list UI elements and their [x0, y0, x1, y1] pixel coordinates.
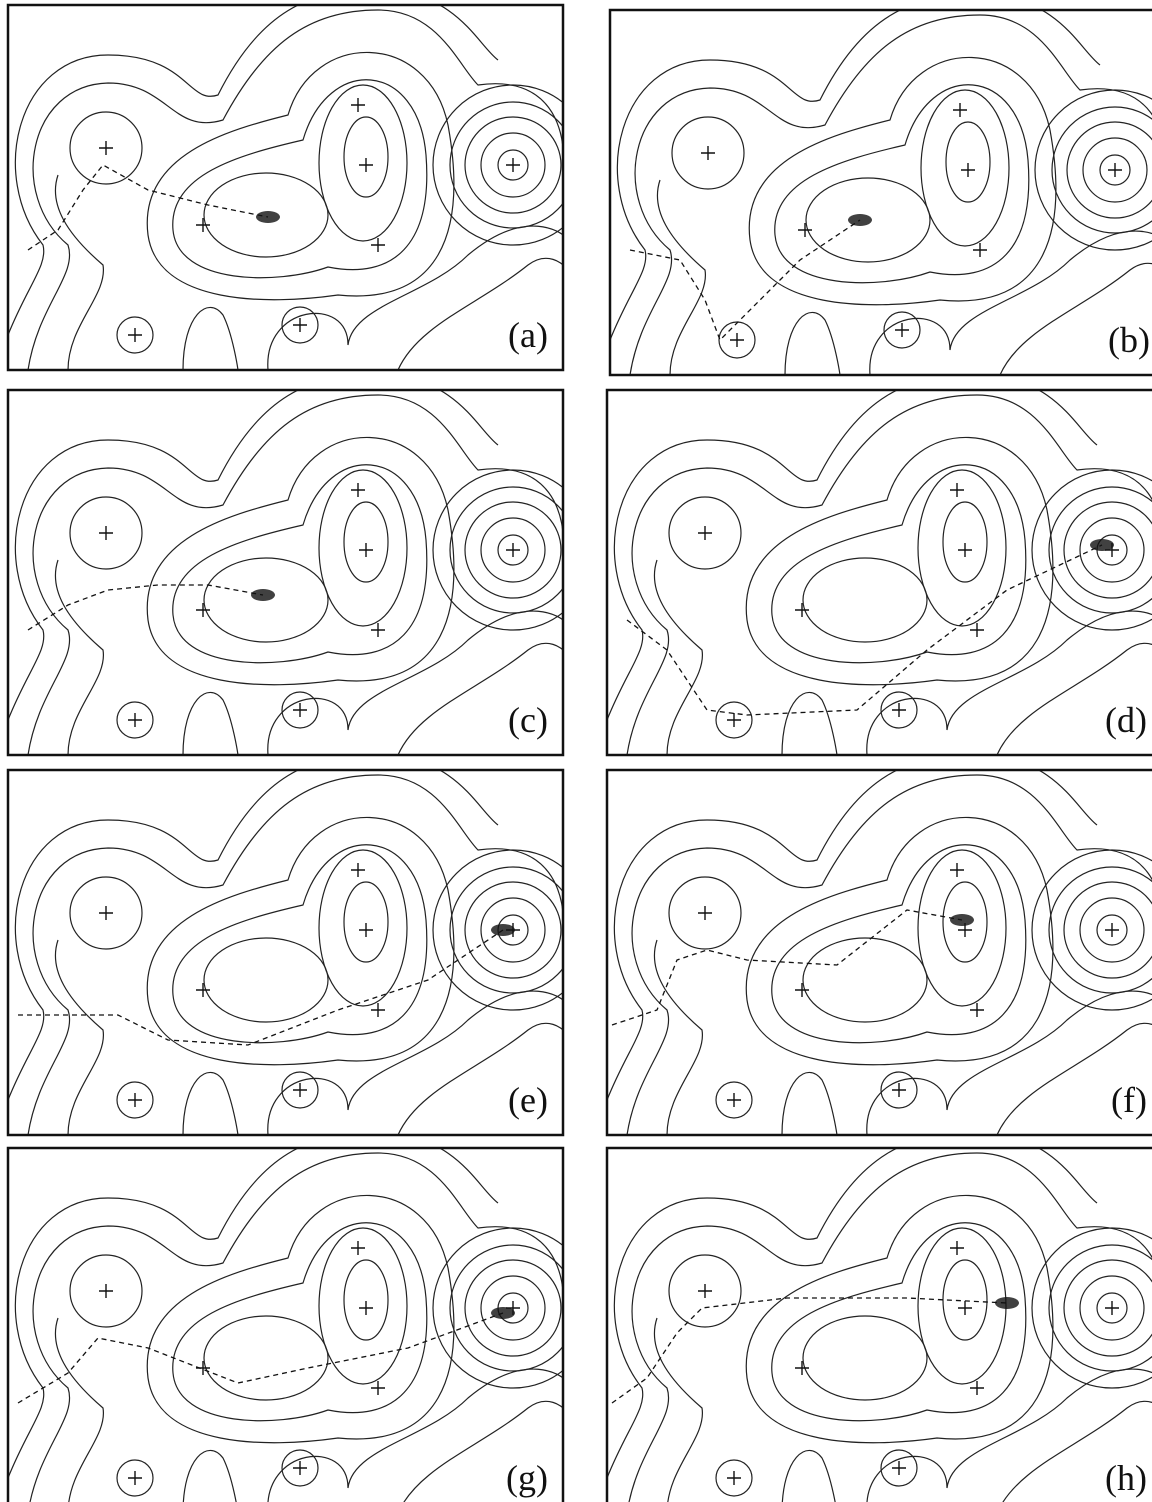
panel-border — [6, 3, 565, 372]
trajectory — [611, 909, 963, 1026]
contours — [607, 1148, 1152, 1502]
cluster — [1090, 539, 1114, 551]
panel-label: (h) — [1105, 1458, 1147, 1498]
contour-map — [8, 390, 563, 755]
trajectory — [626, 544, 1103, 716]
panel-label: (c) — [508, 700, 548, 740]
contours — [607, 390, 1152, 755]
cluster — [256, 211, 280, 223]
trajectory — [27, 584, 264, 631]
trajectory — [629, 219, 861, 342]
panel: (a) — [6, 3, 565, 372]
panel: (c) — [6, 388, 565, 757]
panel-border — [605, 768, 1152, 1137]
panel: (h) — [605, 1146, 1152, 1502]
trajectory — [18, 929, 504, 1046]
contour-map — [607, 390, 1152, 755]
cluster — [950, 914, 974, 926]
panel-border — [6, 388, 565, 757]
panel-label: (a) — [508, 315, 548, 355]
cluster — [491, 1307, 515, 1319]
contour-map — [607, 1148, 1152, 1502]
panel: (e) — [6, 768, 565, 1137]
contour-map — [8, 5, 563, 370]
trajectory — [27, 164, 269, 251]
contour-map — [8, 1148, 563, 1502]
contours — [8, 5, 563, 370]
contour-map — [607, 770, 1152, 1135]
panel: (g) — [6, 1146, 565, 1502]
cluster — [848, 214, 872, 226]
panel-border — [608, 8, 1152, 377]
trajectory — [17, 1312, 504, 1404]
cluster — [995, 1297, 1019, 1309]
panel-label: (e) — [508, 1080, 548, 1120]
panel: (d) — [605, 388, 1152, 757]
contours — [8, 390, 563, 755]
panel-label: (g) — [506, 1458, 548, 1498]
panel-border — [605, 388, 1152, 757]
contours — [8, 770, 563, 1135]
panels: (a) (b) (c) (d) (e) (f) (g) (h) — [6, 3, 1152, 1502]
contour-map — [8, 770, 563, 1135]
panel-border — [6, 1146, 565, 1502]
panel-border — [605, 1146, 1152, 1502]
panel-border — [6, 768, 565, 1137]
panel-label: (f) — [1111, 1080, 1147, 1120]
contour-map — [610, 10, 1152, 375]
panel-label: (d) — [1105, 700, 1147, 740]
cluster — [491, 924, 515, 936]
contours — [607, 770, 1152, 1135]
panel: (b) — [608, 8, 1152, 377]
panel: (f) — [605, 768, 1152, 1137]
cluster — [251, 589, 275, 601]
contours — [610, 10, 1152, 375]
panel-label: (b) — [1108, 320, 1150, 360]
